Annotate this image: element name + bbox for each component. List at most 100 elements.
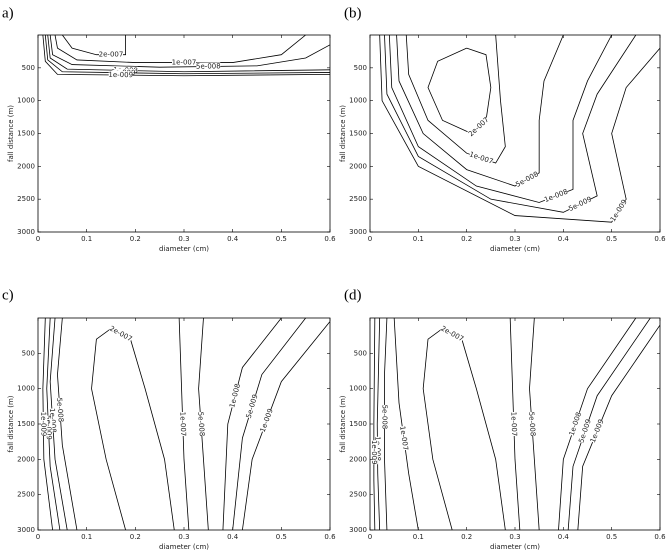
panel-label: c)	[2, 287, 14, 303]
contour-line	[242, 321, 330, 530]
contour-label: 1e-009	[259, 408, 275, 434]
contour-line	[422, 328, 506, 530]
x-tick-label: 0.4	[558, 533, 570, 541]
contour-label: 5e-008	[514, 170, 539, 189]
x-tick-label: 0	[36, 235, 40, 243]
y-axis-label: fall distance (m)	[339, 105, 347, 162]
y-axis-label: fall distance (m)	[339, 395, 347, 452]
x-tick-label: 0.4	[558, 235, 570, 243]
contour-line	[379, 35, 660, 223]
panel-label: (b)	[344, 5, 362, 21]
contour-label: 2e-007	[467, 116, 491, 138]
contour-label-group: 5e-008	[196, 62, 221, 70]
y-tick-label: 2000	[349, 162, 367, 170]
x-tick-label: 0.5	[276, 533, 287, 541]
contour-label: 1e-007	[509, 412, 518, 437]
contour-label-bg	[258, 407, 275, 434]
contour-label-bg	[172, 58, 196, 67]
contour-label-bg	[567, 411, 584, 437]
contour-line	[91, 328, 175, 530]
contour-line	[57, 318, 78, 530]
contour-label-bg	[468, 150, 494, 166]
contour-label-bg	[228, 383, 242, 409]
x-axis-label: diameter (cm)	[159, 245, 209, 253]
contour-label: 5e-009	[44, 415, 53, 440]
contour-line	[384, 35, 637, 213]
contour-label: 1e-009	[609, 198, 629, 223]
contour-label-bg	[39, 411, 48, 437]
contour-label-group: 5e-008	[55, 397, 65, 422]
x-tick-label: 0.6	[654, 235, 666, 243]
contour-label-bg	[108, 324, 134, 344]
contour-line	[62, 35, 126, 56]
contour-label: 5e-009	[245, 393, 260, 419]
contour-label-bg	[196, 411, 206, 437]
contour-label: 1e-009	[370, 440, 378, 465]
y-tick-label: 1000	[349, 385, 367, 393]
contour-label-bg	[370, 440, 378, 465]
y-tick-label: 500	[22, 64, 35, 72]
contour-label-group: 1e-007	[398, 425, 409, 451]
contour-label-bg	[99, 50, 123, 59]
x-tick-label: 0.6	[324, 235, 336, 243]
contour-label: 2e-007	[99, 51, 124, 59]
y-tick-label: 1500	[17, 420, 35, 428]
y-tick-label: 3000	[17, 228, 35, 236]
y-tick-label: 1500	[349, 420, 367, 428]
x-tick-label: 0	[368, 235, 372, 243]
contour-label-bg	[609, 198, 629, 223]
contour-label: 1e-008	[228, 383, 242, 409]
contour-label-group: 1e-008	[543, 188, 569, 204]
contour-label-group: 5e-008	[196, 411, 206, 436]
y-tick-label: 2500	[17, 491, 35, 499]
contour-label-group: 1e-009	[370, 440, 378, 465]
contour-label-group: 5e-008	[514, 170, 539, 189]
x-tick-label: 0.5	[276, 235, 287, 243]
contour-label-bg	[514, 170, 540, 189]
x-tick-label: 0.6	[654, 533, 666, 541]
contour-label-group: 2e-007	[467, 116, 491, 138]
x-tick-label: 0.1	[413, 533, 424, 541]
y-tick-label: 3000	[349, 526, 367, 534]
contour-label: 1e-007	[172, 59, 197, 67]
y-tick-label: 3000	[349, 228, 367, 236]
contour-label: 2e-007	[439, 324, 464, 343]
y-tick-label: 500	[354, 64, 367, 72]
y-tick-label: 2000	[17, 455, 35, 463]
contour-label-group: 1e-007	[178, 412, 187, 437]
contour-label-group: 1e-007	[172, 58, 197, 67]
contour-label-bg	[509, 411, 519, 437]
contour-label-bg	[439, 324, 465, 344]
contour-label-group: 1e-008	[228, 383, 242, 409]
contour-label: 1e-008	[543, 188, 569, 204]
contour-label-group: 2e-007	[439, 324, 464, 343]
contour-label: 2e-007	[108, 324, 133, 343]
contour-label: 5e-008	[196, 411, 206, 436]
contour-label-bg	[380, 404, 389, 429]
contour-label: 1e-007	[178, 412, 187, 437]
x-tick-label: 0.5	[606, 235, 617, 243]
contour-label-group: 5e-008	[527, 411, 537, 436]
y-tick-label: 2500	[17, 195, 35, 203]
contour-label-group: 1e-007	[468, 150, 494, 166]
contour-line	[393, 318, 419, 530]
x-axis-label: diameter (cm)	[159, 543, 209, 551]
contour-label: 1e-007	[398, 425, 409, 451]
x-axis-label: diameter (cm)	[490, 543, 540, 551]
x-tick-label: 0.4	[227, 235, 239, 243]
contour-label: 1e-009	[108, 71, 133, 79]
contour-label-bg	[196, 62, 221, 71]
contour-label-bg	[178, 411, 188, 437]
contour-label-group: 2e-007	[99, 50, 124, 59]
x-tick-label: 0.5	[606, 533, 617, 541]
contour-line	[222, 318, 282, 530]
contour-line	[376, 318, 381, 530]
x-tick-label: 0.2	[130, 533, 141, 541]
contour-label-bg	[55, 397, 65, 423]
y-tick-label: 2500	[349, 195, 367, 203]
contour-label-group: 1e-009	[609, 198, 629, 223]
